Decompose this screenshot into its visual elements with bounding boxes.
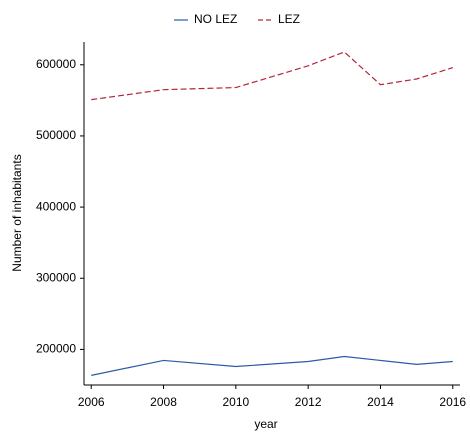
x-axis-title: year: [254, 417, 277, 431]
x-tick-label: 2012: [295, 395, 322, 409]
y-tick-label: 400000: [36, 199, 76, 213]
y-tick-label: 600000: [36, 57, 76, 71]
x-tick-label: 2014: [367, 395, 394, 409]
legend-label: LEZ: [278, 12, 300, 26]
series-line: [91, 355, 453, 376]
legend-label: NO LEZ: [194, 12, 237, 26]
series-line: [91, 51, 453, 101]
y-tick-label: 300000: [36, 270, 76, 284]
y-axis-title: Number of inhabitants: [10, 154, 24, 271]
x-tick-label: 2008: [150, 395, 177, 409]
y-tick-label: 500000: [36, 128, 76, 142]
x-tick-label: 2006: [78, 395, 105, 409]
x-tick-label: 2016: [439, 395, 466, 409]
x-tick-label: 2010: [222, 395, 249, 409]
y-tick-label: 200000: [36, 342, 76, 356]
